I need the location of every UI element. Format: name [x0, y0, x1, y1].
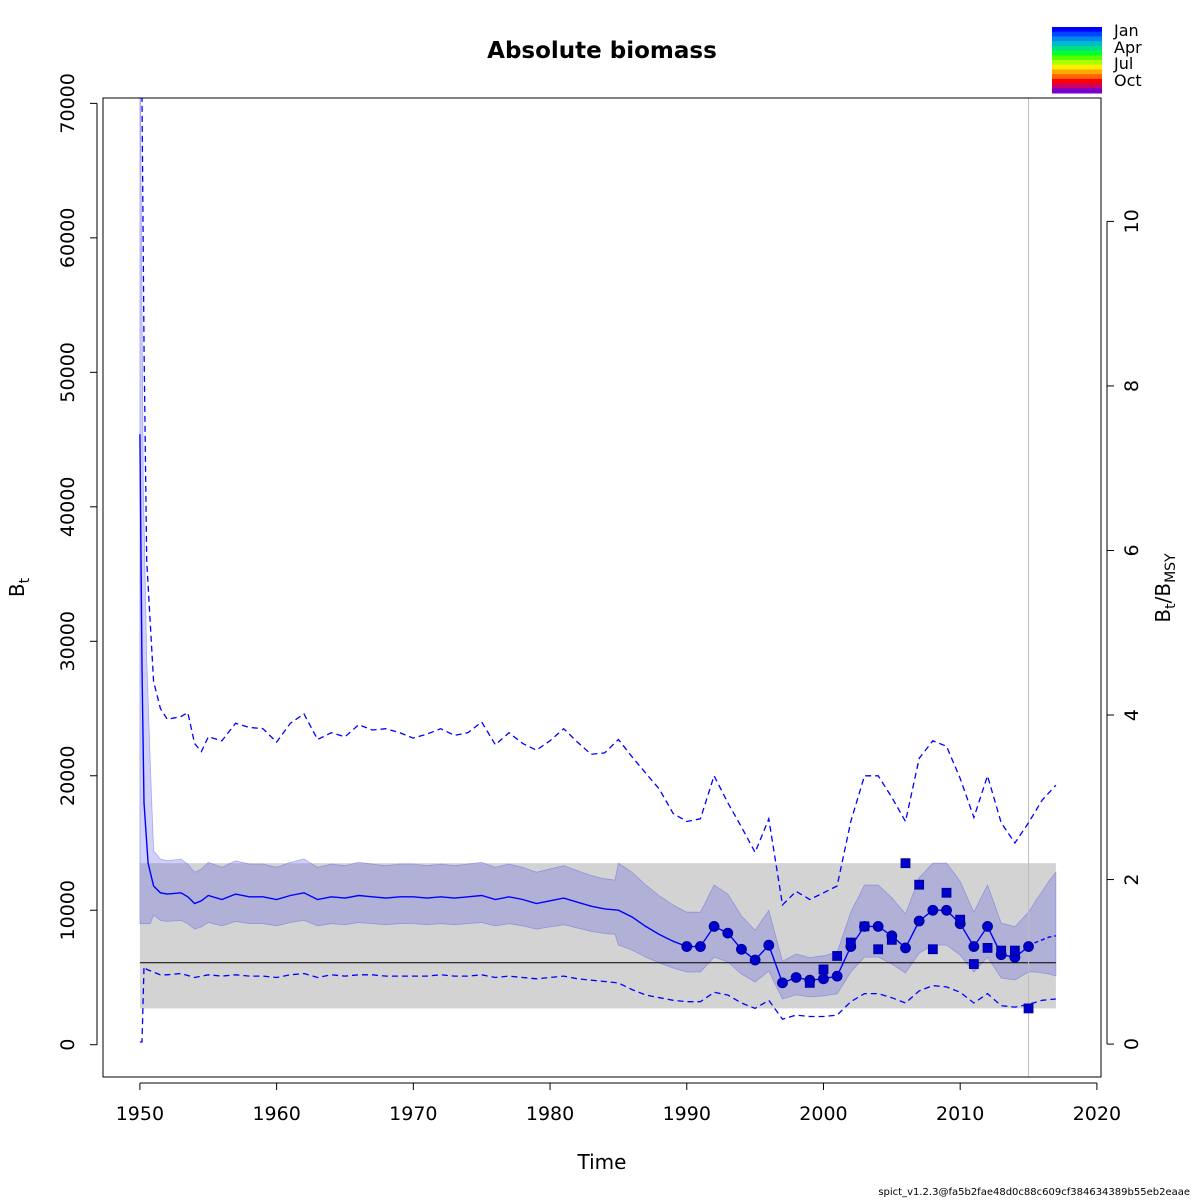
- lower-ci-line: [139, 965, 1056, 1043]
- y2-axis-label-part: MSY: [1163, 553, 1179, 583]
- legend-color-swatch: [1052, 36, 1102, 42]
- index-square-point: [941, 887, 952, 898]
- legend-color-swatch: [1052, 45, 1102, 52]
- y2-tick-label: 4: [1121, 709, 1143, 721]
- index-square-point: [886, 934, 897, 945]
- y2-axis-label-part: /B: [1151, 583, 1175, 603]
- y2-axis-label-part: B: [1151, 609, 1175, 623]
- index-square-point: [900, 858, 911, 869]
- index-circle-point: [763, 939, 775, 951]
- x-tick-label: 1950: [116, 1103, 164, 1125]
- index-square-point: [832, 951, 843, 961]
- index-square-point: [996, 945, 1007, 956]
- index-circle-point: [681, 941, 693, 952]
- index-circle-point: [695, 941, 706, 952]
- y-axis-label-subscript: t: [17, 577, 33, 583]
- index-square-point: [1023, 1003, 1034, 1014]
- legend-color-swatch: [1052, 78, 1102, 85]
- x-tick-label: 1970: [389, 1103, 437, 1125]
- y-tick-label: 50000: [57, 342, 79, 402]
- x-tick-label: 1990: [663, 1103, 711, 1125]
- index-circle-point: [708, 920, 720, 932]
- y2-axis-label-part: t: [1163, 603, 1179, 609]
- legend-month-label: Jul: [1113, 54, 1133, 73]
- bmsy-ci-band: [139, 863, 1056, 1009]
- y-tick-label: 40000: [57, 477, 79, 537]
- index-circle-point: [749, 954, 761, 966]
- index-circle-point: [968, 941, 980, 952]
- x-tick-label: 1980: [526, 1103, 574, 1125]
- x-tick-label: 2000: [799, 1103, 847, 1125]
- index-square-point: [845, 937, 856, 948]
- legend-color-swatch: [1052, 31, 1102, 37]
- estimate-ci-band: [139, 98, 1057, 1000]
- index-circle-point: [913, 915, 925, 927]
- legend-color-swatch: [1052, 83, 1102, 89]
- upper-ci-line: [139, 98, 1057, 907]
- index-square-point: [927, 944, 938, 955]
- legend-color-swatch: [1052, 60, 1102, 66]
- legend-color-swatch: [1052, 64, 1102, 70]
- y2-tick-label: 2: [1121, 874, 1143, 886]
- y2-tick-label: 8: [1121, 380, 1143, 392]
- index-circle-point: [736, 943, 747, 955]
- index-circle-point: [831, 970, 843, 982]
- index-square-point: [859, 921, 870, 932]
- y2-tick-label: 6: [1121, 544, 1143, 556]
- y-tick-label: 10000: [57, 880, 79, 940]
- plot-area: [139, 98, 1057, 1077]
- chart-title: Absolute biomass: [487, 38, 717, 64]
- index-square-point: [818, 964, 829, 975]
- legend-color-swatch: [1052, 55, 1102, 61]
- legend-month-label: Jan: [1113, 21, 1139, 40]
- y-tick-label: 20000: [57, 746, 79, 806]
- y-tick-label: 30000: [57, 611, 79, 671]
- index-circle-point: [1023, 941, 1034, 952]
- legend-color-swatch: [1052, 27, 1102, 33]
- index-circle-point: [790, 972, 802, 983]
- x-tick-label: 1960: [252, 1103, 300, 1125]
- y-tick-label: 0: [57, 1039, 79, 1051]
- index-circle-point: [872, 920, 884, 932]
- index-circle-point: [777, 977, 788, 989]
- index-square-point: [1009, 945, 1020, 956]
- y2-axis-label: Bt/BMSY: [1151, 553, 1179, 623]
- y-axis-label: Bt: [5, 577, 33, 597]
- legend-color-swatch: [1052, 88, 1102, 94]
- x-tick-label: 2010: [936, 1103, 984, 1125]
- version-footer: spict_v1.2.3@fa5b2fae48d0c88c609cf384634…: [878, 1187, 1190, 1198]
- legend-color-swatch: [1052, 41, 1102, 47]
- index-circle-point: [818, 973, 829, 985]
- index-circle-point: [941, 904, 952, 916]
- index-circle-point: [982, 920, 993, 932]
- index-circle-point: [927, 904, 939, 916]
- index-square-point: [955, 914, 966, 925]
- legend-color-swatch: [1052, 69, 1102, 75]
- index-circle-point: [900, 942, 911, 954]
- y2-tick-label: 0: [1121, 1038, 1143, 1050]
- x-axis-label: Time: [577, 1150, 627, 1174]
- legend-color-swatch: [1052, 50, 1102, 56]
- index-square-point: [968, 959, 979, 969]
- index-square-point: [982, 943, 993, 953]
- legend-month-label: Oct: [1114, 71, 1142, 90]
- index-square-point: [873, 944, 884, 955]
- y-tick-label: 70000: [57, 73, 79, 133]
- forecast-line: [1028, 935, 1057, 948]
- index-circle-point: [722, 927, 734, 939]
- index-square-point: [804, 977, 815, 988]
- x-tick-label: 2020: [1073, 1103, 1121, 1125]
- plot-frame: [102, 97, 1102, 1078]
- legend-month-label: Apr: [1114, 38, 1142, 57]
- legend-color-swatch: [1052, 74, 1102, 80]
- index-square-point: [914, 879, 925, 890]
- y2-tick-label: 10: [1121, 209, 1143, 233]
- y-tick-label: 60000: [57, 208, 79, 268]
